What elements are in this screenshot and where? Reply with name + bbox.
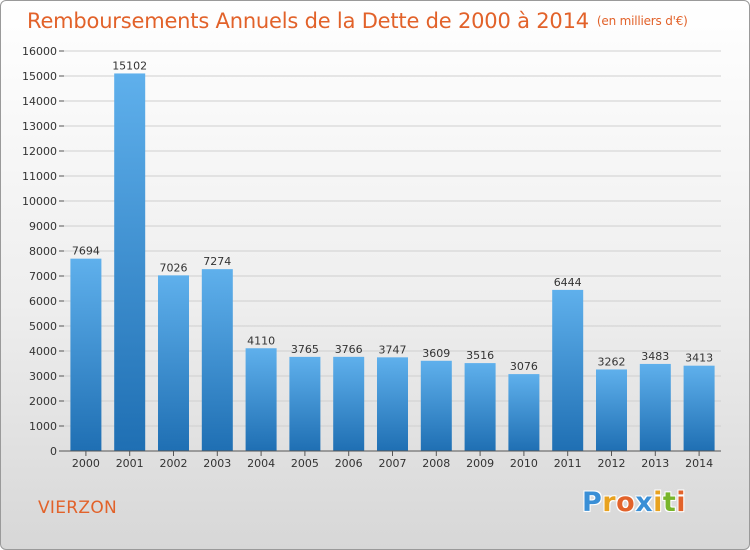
bar-2001 — [114, 73, 146, 451]
bar-2006 — [333, 356, 365, 451]
proxiti-logo: Proxiti — [582, 487, 686, 518]
bar-value-label: 3747 — [379, 343, 407, 356]
y-tick-label: 6000 — [29, 295, 57, 308]
bar-2002 — [158, 275, 189, 451]
x-tick-label: 2014 — [685, 457, 713, 470]
y-tick-label: 3000 — [29, 370, 57, 383]
bar-value-label: 6444 — [554, 276, 582, 289]
y-axis-ticks: 0 1000 2000 3000 4000 5000 6000 7000 8000 9000 100… — [22, 45, 64, 458]
logo-letter: i — [653, 487, 663, 518]
bar-2010 — [508, 374, 540, 451]
x-tick-label: 2007 — [379, 457, 407, 470]
bar-value-label: 4110 — [247, 334, 275, 347]
y-tick-label: 4000 — [29, 345, 57, 358]
y-tick-label: 0 — [50, 445, 57, 458]
logo-letter: x — [635, 487, 654, 518]
y-tick-label: 5000 — [29, 320, 57, 333]
y-tick-label: 15000 — [22, 70, 57, 83]
bars — [70, 73, 715, 451]
bar-2008 — [420, 360, 452, 451]
bar-value-label: 3076 — [510, 360, 538, 373]
y-tick-label: 11000 — [22, 170, 57, 183]
x-tick-label: 2008 — [422, 457, 450, 470]
x-tick-label: 2009 — [466, 457, 494, 470]
x-tick-label: 2012 — [598, 457, 626, 470]
x-axis-ticks: 2000 2001 2002 2003 2004 2005 2006 2007 2008 2009… — [72, 451, 713, 470]
bar-value-label: 3413 — [685, 352, 713, 365]
x-tick-label: 2001 — [116, 457, 144, 470]
y-tick-label: 16000 — [22, 45, 57, 58]
bar-value-label: 3483 — [641, 350, 669, 363]
x-tick-label: 2003 — [203, 457, 231, 470]
logo-letter: r — [602, 487, 617, 518]
logo-letter: P — [582, 487, 603, 518]
bar-2009 — [464, 363, 496, 451]
y-tick-label: 13000 — [22, 120, 57, 133]
x-tick-label: 2011 — [554, 457, 582, 470]
bar-value-label: 3516 — [466, 349, 494, 362]
y-tick-label: 8000 — [29, 245, 57, 258]
chart-title-text: Remboursements Annuels de la Dette de 20… — [27, 9, 589, 33]
bar-value-label: 7026 — [160, 261, 188, 274]
y-tick-label: 14000 — [22, 95, 57, 108]
bar-2014 — [683, 365, 715, 451]
bar-2012 — [596, 369, 627, 451]
bar-value-label: 3262 — [598, 355, 626, 368]
bar-value-label: 15102 — [112, 59, 147, 72]
bar-value-labels: 7694 15102 7026 7274 4110 3765 3766 3747 3609 351… — [72, 59, 713, 373]
chart-title: Remboursements Annuels de la Dette de 20… — [27, 9, 688, 33]
bar-2013 — [639, 363, 671, 451]
logo-letter: t — [662, 487, 677, 518]
logo-letter: o — [616, 487, 636, 518]
x-tick-label: 2002 — [160, 457, 188, 470]
city-name: VIERZON — [38, 498, 118, 518]
y-tick-label: 12000 — [22, 145, 57, 158]
y-tick-label: 10000 — [22, 195, 57, 208]
bar-value-label: 3765 — [291, 343, 319, 356]
chart-unit-label: (en milliers d'€) — [596, 14, 688, 28]
bar-value-label: 3766 — [335, 343, 363, 356]
x-tick-label: 2004 — [247, 457, 275, 470]
bar-value-label: 3609 — [422, 347, 450, 360]
bar-2011 — [552, 289, 584, 451]
bar-2003 — [201, 269, 233, 451]
y-tick-label: 9000 — [29, 220, 57, 233]
bar-value-label: 7694 — [72, 245, 100, 258]
x-tick-label: 2005 — [291, 457, 319, 470]
y-tick-label: 2000 — [29, 395, 57, 408]
x-tick-label: 2000 — [72, 457, 100, 470]
bar-2005 — [289, 356, 321, 451]
bar-2000 — [70, 258, 102, 451]
y-tick-label: 1000 — [29, 420, 57, 433]
x-tick-label: 2010 — [510, 457, 538, 470]
bar-2004 — [245, 348, 277, 451]
y-tick-label: 7000 — [29, 270, 57, 283]
logo-letter: i — [676, 487, 687, 518]
bar-2007 — [377, 357, 408, 451]
bar-value-label: 7274 — [203, 255, 231, 268]
x-tick-label: 2006 — [335, 457, 363, 470]
x-tick-label: 2013 — [641, 457, 669, 470]
